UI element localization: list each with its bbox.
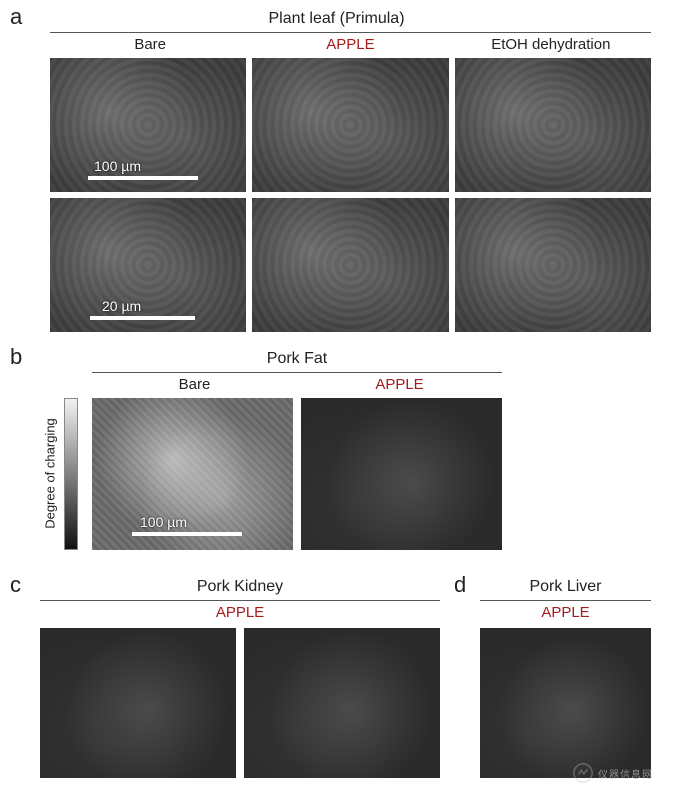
sem-d-1 (480, 628, 651, 778)
scalebar-a2 (90, 316, 195, 320)
panel-b-col1-label: Bare (92, 376, 297, 393)
charging-gradient-label: Degree of charging (43, 404, 58, 544)
scalebar-b (132, 532, 242, 536)
panel-letter-d: d (454, 572, 466, 598)
charging-gradient-bar (64, 398, 78, 550)
panel-c-title: Pork Kidney (40, 578, 440, 596)
panel-a-col3-label: EtOH dehydration (451, 36, 651, 53)
sem-a-row1-etoh (455, 58, 651, 192)
sem-a-row2-bare: 20 µm (50, 198, 246, 332)
panel-d-rule (480, 600, 651, 601)
panel-a-rule (50, 32, 651, 33)
panel-a-col2-label: APPLE (250, 36, 450, 53)
panel-d-title: Pork Liver (480, 578, 651, 596)
scalebar-label-a2: 20 µm (102, 298, 141, 314)
watermark-text: 仪器信息网 (598, 766, 653, 781)
scalebar-a1 (88, 176, 198, 180)
panel-b-title: Pork Fat (92, 350, 502, 368)
sem-a-row1-apple (252, 58, 448, 192)
panel-a-title: Plant leaf (Primula) (0, 10, 673, 28)
panel-c-rule (40, 600, 440, 601)
sem-b-bare: 100 µm (92, 398, 293, 550)
sem-c-1 (40, 628, 236, 778)
sem-c-2 (244, 628, 440, 778)
panel-b-rule (92, 372, 502, 373)
panel-c-treatment-label: APPLE (40, 604, 440, 621)
watermark-icon (572, 762, 594, 784)
panel-a-col-labels: Bare APPLE EtOH dehydration (50, 36, 651, 53)
panel-d-treatment-label: APPLE (480, 604, 651, 621)
sem-a-row2-apple (252, 198, 448, 332)
sem-a-row2-etoh (455, 198, 651, 332)
panel-letter-b: b (10, 344, 22, 370)
panel-b-col-labels: Bare APPLE (92, 376, 502, 393)
panel-b-col2-label: APPLE (297, 376, 502, 393)
panel-c-image-grid (40, 628, 440, 778)
sem-a-row1-bare: 100 µm (50, 58, 246, 192)
panel-b-image-grid: 100 µm (92, 398, 502, 550)
watermark: 仪器信息网 (572, 762, 653, 784)
scalebar-label-b: 100 µm (140, 514, 187, 530)
panel-a-col1-label: Bare (50, 36, 250, 53)
scalebar-label-a1: 100 µm (94, 158, 141, 174)
panel-letter-c: c (10, 572, 21, 598)
sem-b-apple (301, 398, 502, 550)
panel-a-image-grid: 100 µm 20 µm (50, 58, 651, 332)
